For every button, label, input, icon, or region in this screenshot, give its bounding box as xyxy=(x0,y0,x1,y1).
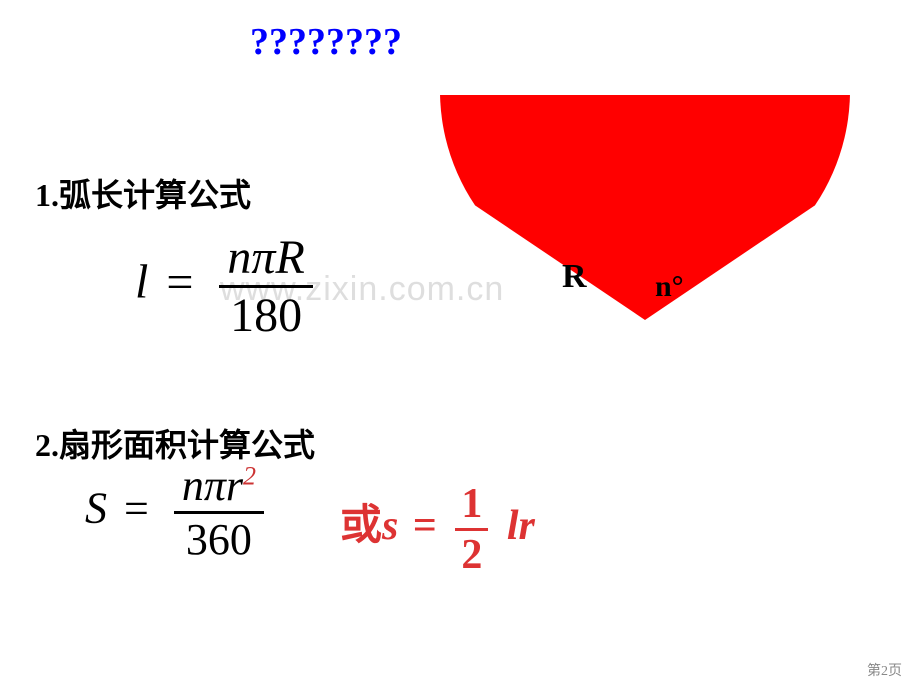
f3-r: r xyxy=(518,503,534,549)
f3-prefix: 或 xyxy=(340,503,382,549)
angle-label: n° xyxy=(655,270,684,304)
f3-num: 1 xyxy=(455,480,488,531)
sector-svg xyxy=(420,95,870,375)
sector-shape xyxy=(440,95,850,320)
f3-fraction: 1 2 xyxy=(455,480,488,579)
f2-pi: π xyxy=(204,461,226,510)
formula2-eq: = xyxy=(124,484,149,533)
sector-diagram xyxy=(420,95,870,375)
formula2-numerator: nπr2 xyxy=(174,460,264,514)
formula1-numerator: nπR xyxy=(219,230,312,288)
formula1-lhs: l xyxy=(135,256,148,309)
f2-n: n xyxy=(182,461,204,510)
sector-area-formula: S = nπr2 360 xyxy=(85,460,264,565)
f3-s: s xyxy=(382,503,398,549)
f2-r: r xyxy=(226,461,243,510)
arc-length-formula: l = nπR 180 xyxy=(135,230,313,343)
formula1-fraction: nπR 180 xyxy=(219,230,312,343)
f3-eq: = xyxy=(413,503,437,549)
section-1-heading: 1.弧长计算公式 xyxy=(35,170,251,216)
f3-den: 2 xyxy=(455,531,488,579)
radius-label: R xyxy=(562,258,587,296)
f3-l: l xyxy=(507,503,519,549)
formula1-denominator: 180 xyxy=(219,288,312,343)
sector-area-alt-formula: 或s = 1 2 lr xyxy=(340,480,535,579)
formula1-eq: = xyxy=(166,256,193,309)
formula2-denominator: 360 xyxy=(174,514,264,565)
f2-sup: 2 xyxy=(243,461,256,490)
page-number: 第2页 xyxy=(867,660,902,680)
formula2-fraction: nπr2 360 xyxy=(174,460,264,565)
formula2-lhs: S xyxy=(85,484,107,533)
page-title: ???????? xyxy=(250,20,402,64)
